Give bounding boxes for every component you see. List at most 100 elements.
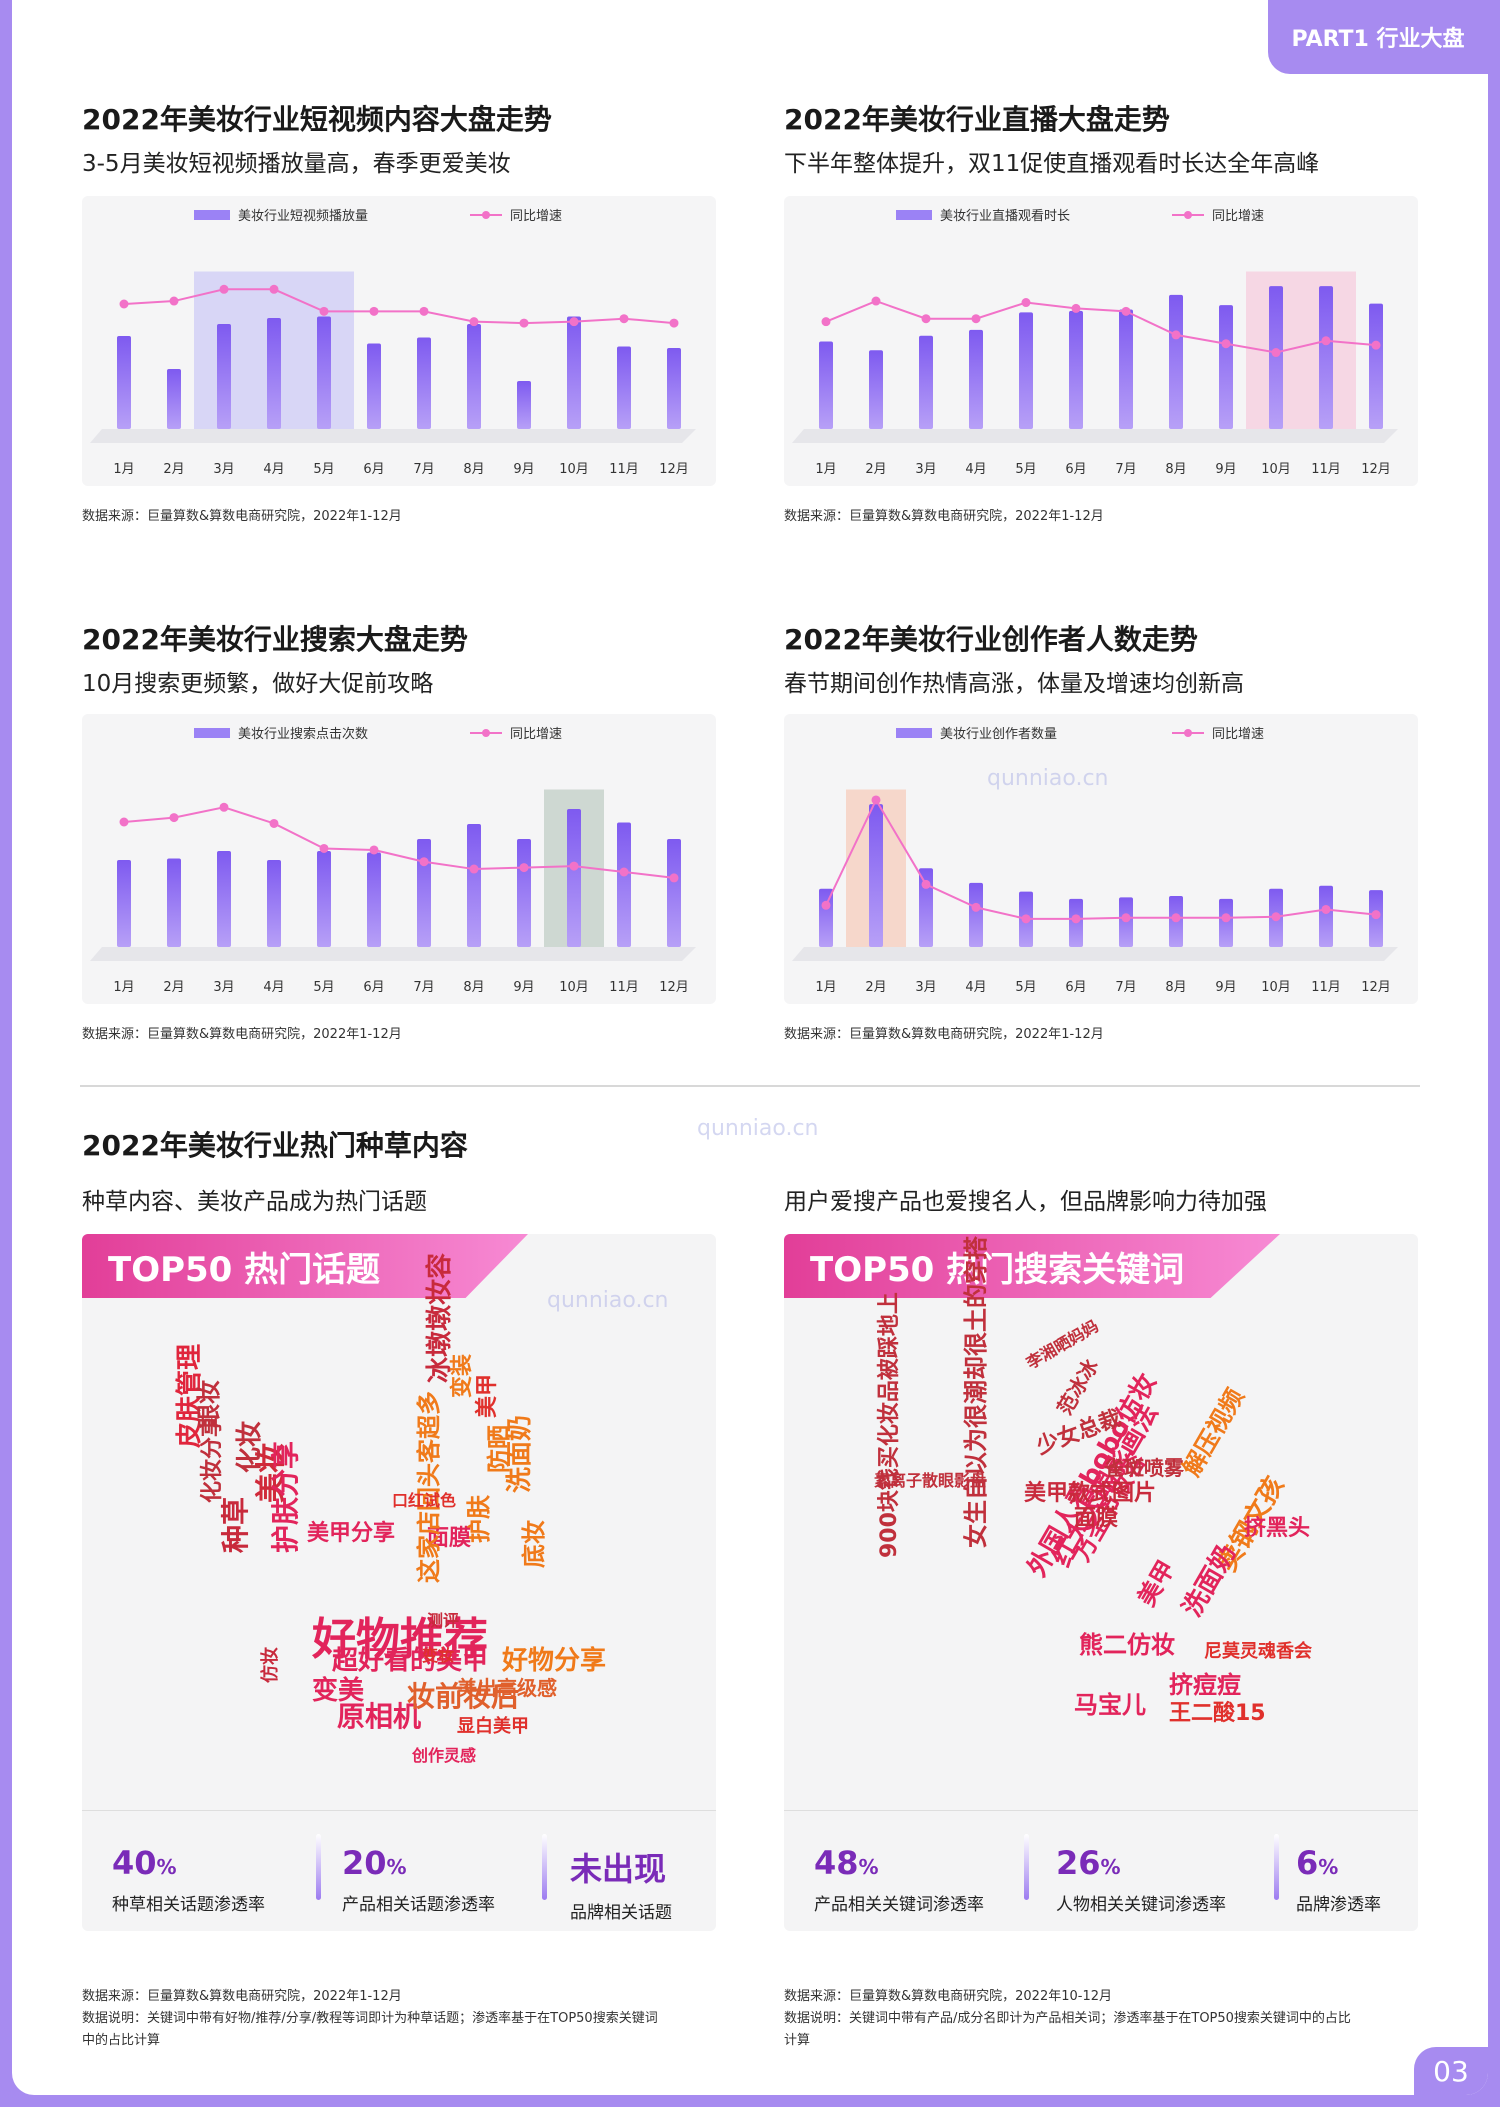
bar	[617, 822, 631, 947]
legend-bar-swatch	[896, 728, 932, 738]
bar	[267, 318, 281, 429]
source-line: 计算	[784, 2033, 811, 2048]
bar	[969, 329, 983, 429]
source-line: 数据来源：巨量算数&算数电商研究院，2022年1-12月	[82, 1989, 402, 2004]
bar	[1169, 294, 1183, 429]
bar	[317, 316, 331, 429]
x-tick-label: 11月	[609, 462, 639, 477]
bar	[819, 341, 833, 429]
keyword-word: 尼莫灵魂香会	[1204, 1641, 1312, 1662]
growth-point	[219, 802, 229, 812]
legend-bar-swatch	[194, 210, 230, 220]
growth-point	[419, 857, 429, 867]
bar	[217, 324, 231, 429]
keyword-word: 解压视频	[1177, 1383, 1250, 1481]
x-tick-label: 4月	[263, 980, 284, 995]
stat-unit: %	[858, 1855, 879, 1879]
stat-separator	[542, 1834, 547, 1900]
keyword-word: 女生自以为很潮却很土的穿搭	[962, 1236, 990, 1548]
bar	[117, 860, 131, 947]
chart-baseline	[90, 947, 696, 961]
bar	[1269, 286, 1283, 429]
x-tick-label: 2月	[163, 462, 184, 477]
topic-word: 创作灵感	[412, 1746, 477, 1765]
x-tick-label: 3月	[213, 980, 234, 995]
bar	[1019, 312, 1033, 429]
x-tick-label: 12月	[659, 980, 689, 995]
bar	[617, 346, 631, 429]
x-tick-label: 1月	[113, 980, 134, 995]
bar	[919, 335, 933, 429]
watermark: qunniao.cn	[987, 766, 1109, 791]
chart-svg: 美妆行业短视频播放量 同比增速 1月 2月 3月 4月 5月 6月 7月 8月 9月 10月 11月 12…	[90, 209, 696, 477]
seeding-left-subtitle: 种草内容、美妆产品成为热门话题	[82, 1189, 427, 1215]
keywords-word-cloud: 900块钱买化妆品被踩地上 女生自以为很潮却很土的穿搭 外国人看bobo仿妆 红大大眼…	[784, 1236, 1418, 1786]
x-tick-label: 8月	[463, 462, 484, 477]
keyword-word: 王二酸15	[1169, 1701, 1266, 1726]
x-tick-label: 10月	[1261, 980, 1291, 995]
watermark: qunniao.cn	[547, 1288, 669, 1313]
source-line: 中的占比计算	[82, 2033, 161, 2048]
stat-product: 20% 产品相关话题渗透率	[342, 1844, 495, 1915]
seeding-right-subtitle: 用户爱搜产品也爱搜名人，但品牌影响力待加强	[784, 1189, 1267, 1215]
growth-point	[1271, 912, 1281, 922]
x-tick-label: 2月	[163, 980, 184, 995]
panel-1-subtitle: 3-5月美妆短视频播放量高，春季更爱美妆	[82, 151, 511, 177]
panel-4-source: 数据来源：巨量算数&算数电商研究院，2022年1-12月	[784, 1027, 1104, 1042]
x-tick-label: 10月	[559, 980, 589, 995]
growth-point	[1321, 904, 1331, 914]
panel-4-subtitle: 春节期间创作热情高涨，体量及增速均创新高	[784, 671, 1244, 697]
x-tick-label: 4月	[263, 462, 284, 477]
legend-line-marker	[482, 729, 490, 737]
bar	[1219, 898, 1233, 947]
keyword-word: 美甲款式图片	[1024, 1481, 1157, 1506]
x-tick-label: 6月	[1065, 980, 1086, 995]
keyword-word: 挤痘痘	[1169, 1671, 1241, 1699]
keyword-word: 洗面奶	[1177, 1539, 1243, 1622]
x-tick-label: 5月	[313, 980, 334, 995]
bar	[417, 839, 431, 947]
growth-point	[669, 873, 679, 883]
growth-point	[1171, 913, 1181, 923]
part-label: PART1 行业大盘	[1268, 0, 1488, 74]
panel-3-title: 2022年美妆行业搜索大盘走势	[82, 623, 468, 656]
growth-point	[1021, 914, 1031, 924]
legend-bar-label: 美妆行业直播观看时长	[940, 208, 1070, 224]
x-tick-label: 6月	[1065, 462, 1086, 477]
x-tick-label: 9月	[1215, 980, 1236, 995]
bar	[969, 882, 983, 947]
bar	[567, 809, 581, 947]
x-tick-label: 6月	[363, 462, 384, 477]
panel-2-source: 数据来源：巨量算数&算数电商研究院，2022年1-12月	[784, 509, 1104, 524]
stat-brand: 未出现 品牌相关话题	[570, 1844, 672, 1923]
bar	[567, 316, 581, 429]
legend-line-marker	[1184, 729, 1192, 737]
x-tick-label: 8月	[1165, 980, 1186, 995]
stat-separator	[1024, 1834, 1029, 1900]
topic-word: 面膜	[427, 1526, 472, 1551]
bar	[1119, 309, 1133, 429]
growth-line	[123, 288, 675, 325]
x-tick-label: 4月	[965, 980, 986, 995]
keyword-word: 范冰冰	[1052, 1355, 1104, 1419]
chart-svg: 美妆行业直播观看时长 同比增速 1月 2月 3月 4月 5月 6月 7月 8月 9月 10月 11月 12…	[792, 208, 1398, 477]
growth-point	[1271, 348, 1281, 358]
chart-svg: 美妆行业搜索点击次数 同比增速 1月 2月 3月 4月 5月 6月 7月 8月 9月 10月 11月 12…	[90, 726, 696, 995]
growth-point	[369, 845, 379, 855]
chart-live: 美妆行业直播观看时长 同比增速 1月 2月 3月 4月 5月 6月 7月 8月 9月 10月 11月 12…	[784, 196, 1418, 486]
keyword-word: 素离子散眼影盘	[874, 1471, 987, 1490]
topics-banner: TOP50 热门话题	[82, 1234, 528, 1298]
x-tick-label: 8月	[463, 980, 484, 995]
bar	[167, 858, 181, 947]
stat-label: 产品相关关键词渗透率	[814, 1895, 984, 1915]
x-tick-label: 1月	[815, 980, 836, 995]
topic-word: 仿妆	[260, 1647, 281, 1683]
topic-word: 变装	[450, 1353, 475, 1398]
stat-person-keywords: 26% 人物相关关键词渗透率	[1056, 1844, 1226, 1915]
bar	[317, 851, 331, 947]
topic-word: 底妆	[520, 1520, 548, 1568]
topic-word: 好物分享	[502, 1646, 607, 1676]
growth-point	[319, 843, 329, 853]
page-frame: PART1 行业大盘 2022年美妆行业短视频内容大盘走势 3-5月美妆短视频播…	[12, 0, 1488, 2095]
growth-point	[419, 306, 429, 316]
